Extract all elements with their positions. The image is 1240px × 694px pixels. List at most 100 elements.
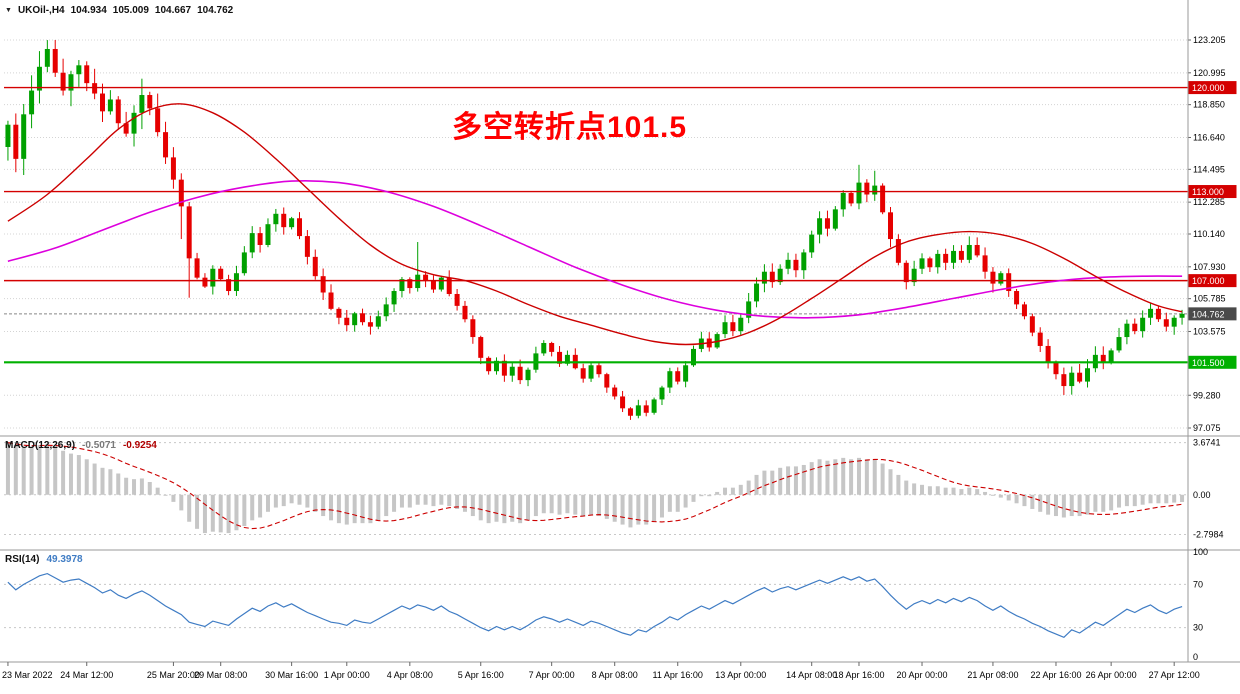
time-axis-label[interactable]: 18 Apr 16:00: [833, 670, 884, 680]
price-badge: [1188, 81, 1237, 95]
price-badge: [1188, 355, 1237, 369]
time-axis-label[interactable]: 14 Apr 08:00: [786, 670, 837, 680]
price-axis-label[interactable]: 107.930: [1193, 262, 1226, 272]
candle-body: [336, 308, 342, 318]
candle-body: [1179, 313, 1185, 318]
macd-histogram-bar: [1069, 494, 1074, 517]
macd-histogram-bar: [872, 459, 877, 495]
time-axis-label[interactable]: 7 Apr 00:00: [529, 670, 575, 680]
macd-histogram-bar: [21, 447, 26, 495]
macd-histogram-bar: [1124, 494, 1129, 507]
price-axis-label[interactable]: 118.850: [1193, 100, 1225, 110]
candle-body: [895, 239, 901, 263]
candle-body: [415, 274, 421, 289]
macd-histogram-bar: [486, 494, 491, 524]
candle-body: [328, 292, 334, 309]
price-axis-label[interactable]: 103.575: [1193, 326, 1226, 336]
macd-histogram-bar: [431, 494, 436, 507]
macd-histogram-bar: [179, 494, 184, 511]
macd-histogram-bar: [187, 494, 192, 522]
price-axis-label[interactable]: 110.140: [1193, 229, 1225, 239]
macd-histogram-bar: [1180, 494, 1185, 502]
macd-signal-line: [7, 442, 1183, 530]
candle-body: [320, 276, 326, 293]
time-axis-label[interactable]: 4 Apr 08:00: [387, 670, 433, 680]
macd-label: MACD(12,26,9) -0.5071 -0.9254: [5, 440, 157, 451]
macd-histogram-bar: [108, 469, 113, 495]
candle-body: [943, 253, 949, 263]
macd-histogram-bar: [967, 487, 972, 495]
macd-histogram-bar: [904, 480, 909, 495]
price-axis-label[interactable]: 105.785: [1193, 294, 1226, 304]
time-axis-label[interactable]: 22 Apr 16:00: [1030, 670, 1081, 680]
macd-histogram-bar: [423, 494, 428, 505]
rsi-axis-label[interactable]: 70: [1193, 579, 1203, 589]
macd-histogram-bar: [242, 494, 247, 526]
time-axis-label[interactable]: 1 Apr 00:00: [324, 670, 370, 680]
macd-histogram-bar: [329, 494, 334, 521]
candle-body: [186, 206, 192, 259]
candle-body: [557, 351, 563, 364]
candle-body: [1037, 332, 1043, 346]
macd-histogram-bar: [447, 494, 452, 507]
macd-histogram-bar: [399, 494, 404, 508]
macd-histogram-bar: [494, 494, 499, 522]
time-axis-label[interactable]: 24 Mar 12:00: [60, 670, 113, 680]
macd-axis-label[interactable]: -2.7984: [1193, 529, 1224, 539]
macd-histogram-bar: [912, 483, 917, 495]
macd-histogram-bar: [604, 494, 609, 519]
time-axis-label[interactable]: 25 Mar 20:00: [147, 670, 200, 680]
price-axis-label[interactable]: 120.995: [1193, 68, 1226, 78]
candle-body: [52, 48, 58, 73]
annotation-text[interactable]: 多空转折点101.5: [452, 111, 688, 144]
macd-histogram-bar: [407, 494, 412, 508]
macd-axis-label[interactable]: 0.00: [1193, 490, 1211, 500]
time-axis-label[interactable]: 8 Apr 08:00: [592, 670, 638, 680]
price-axis-label[interactable]: 99.280: [1193, 390, 1221, 400]
macd-histogram-bar: [1172, 494, 1177, 503]
candle-body: [1148, 308, 1154, 318]
time-axis-label[interactable]: 27 Apr 12:00: [1149, 670, 1200, 680]
ma-slow-line: [7, 180, 1183, 319]
candle-body: [383, 304, 389, 317]
candle-body: [785, 259, 791, 269]
macd-histogram-bar: [730, 487, 735, 495]
time-axis-label[interactable]: 23 Mar 2022: [2, 670, 53, 680]
price-axis-label[interactable]: 116.640: [1193, 132, 1225, 142]
price-axis-label[interactable]: 123.205: [1193, 35, 1226, 45]
candle-body: [226, 279, 232, 292]
candle-body: [249, 233, 255, 253]
candle-body: [210, 268, 216, 287]
candle-body: [304, 236, 310, 257]
macd-histogram-bar: [1053, 494, 1058, 517]
price-badge-label: 120.000: [1192, 83, 1225, 93]
candle-body: [809, 234, 815, 253]
time-axis-label[interactable]: 29 Mar 08:00: [194, 670, 247, 680]
time-axis-label[interactable]: 20 Apr 00:00: [896, 670, 947, 680]
rsi-axis-label[interactable]: 100: [1193, 547, 1208, 557]
symbol-dropdown-icon[interactable]: ▼: [5, 7, 12, 14]
candle-body: [139, 95, 145, 113]
rsi-axis-label[interactable]: 0: [1193, 652, 1198, 662]
time-axis-label[interactable]: 30 Mar 16:00: [265, 670, 318, 680]
price-axis-label[interactable]: 114.495: [1193, 164, 1225, 174]
macd-axis-label[interactable]: 3.6741: [1193, 438, 1221, 448]
candle-body: [824, 218, 830, 229]
rsi-axis-label[interactable]: 30: [1193, 623, 1203, 633]
macd-histogram-bar: [1006, 494, 1011, 501]
price-axis-label[interactable]: 97.075: [1193, 423, 1221, 433]
candle-body: [958, 250, 964, 260]
time-axis-label[interactable]: 5 Apr 16:00: [458, 670, 504, 680]
macd-histogram-bar: [273, 494, 278, 508]
macd-histogram-bar: [707, 494, 712, 497]
time-axis-label[interactable]: 13 Apr 00:00: [715, 670, 766, 680]
time-axis-label[interactable]: 11 Apr 16:00: [653, 670, 703, 680]
time-axis-label[interactable]: 26 Apr 00:00: [1086, 670, 1137, 680]
candle-body: [494, 360, 499, 372]
time-axis-label[interactable]: 21 Apr 08:00: [967, 670, 1018, 680]
macd-histogram-bar: [864, 459, 869, 495]
macd-histogram-bar: [699, 494, 704, 497]
candle-body: [935, 253, 941, 268]
price-axis-label[interactable]: 112.285: [1193, 197, 1225, 207]
